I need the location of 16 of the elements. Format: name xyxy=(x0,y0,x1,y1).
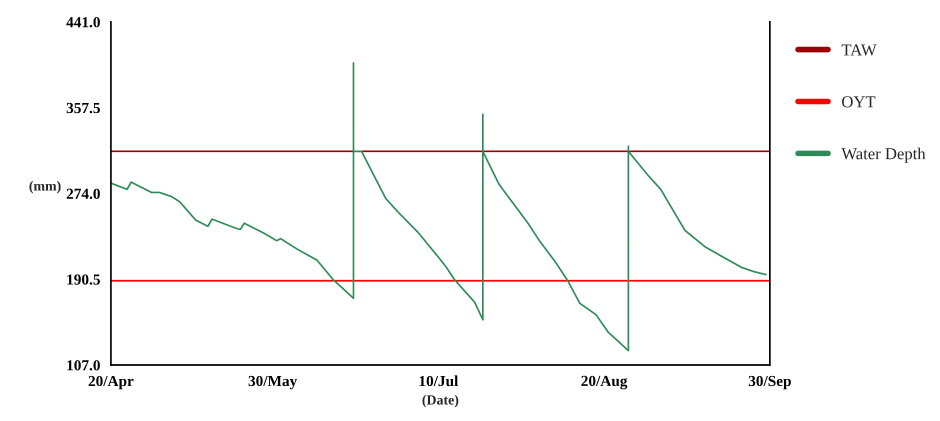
line-series xyxy=(110,62,767,352)
x-tick-label: 10/Jul xyxy=(420,375,458,386)
y-tick-label: 274.0 xyxy=(66,188,100,199)
y-tick-label: 107.0 xyxy=(67,360,100,371)
y-tick-label: 190.5 xyxy=(67,274,100,285)
y-axis-title: (mm) xyxy=(29,180,61,194)
legend-label: OYT xyxy=(842,96,876,108)
x-axis-title: (Date) xyxy=(422,394,458,408)
x-tick-label: 20/Aug xyxy=(581,376,628,390)
x-tick-label: 30/May xyxy=(248,376,298,390)
x-tick-label: 30/Sep xyxy=(748,376,791,390)
x-tick-label: 20/Apr xyxy=(88,376,134,390)
legend-label: Water Depth xyxy=(841,148,926,163)
legend-label: TAW xyxy=(842,44,877,56)
y-tick-label: 357.5 xyxy=(66,102,100,114)
y-tick-label: 441.0 xyxy=(66,17,100,28)
